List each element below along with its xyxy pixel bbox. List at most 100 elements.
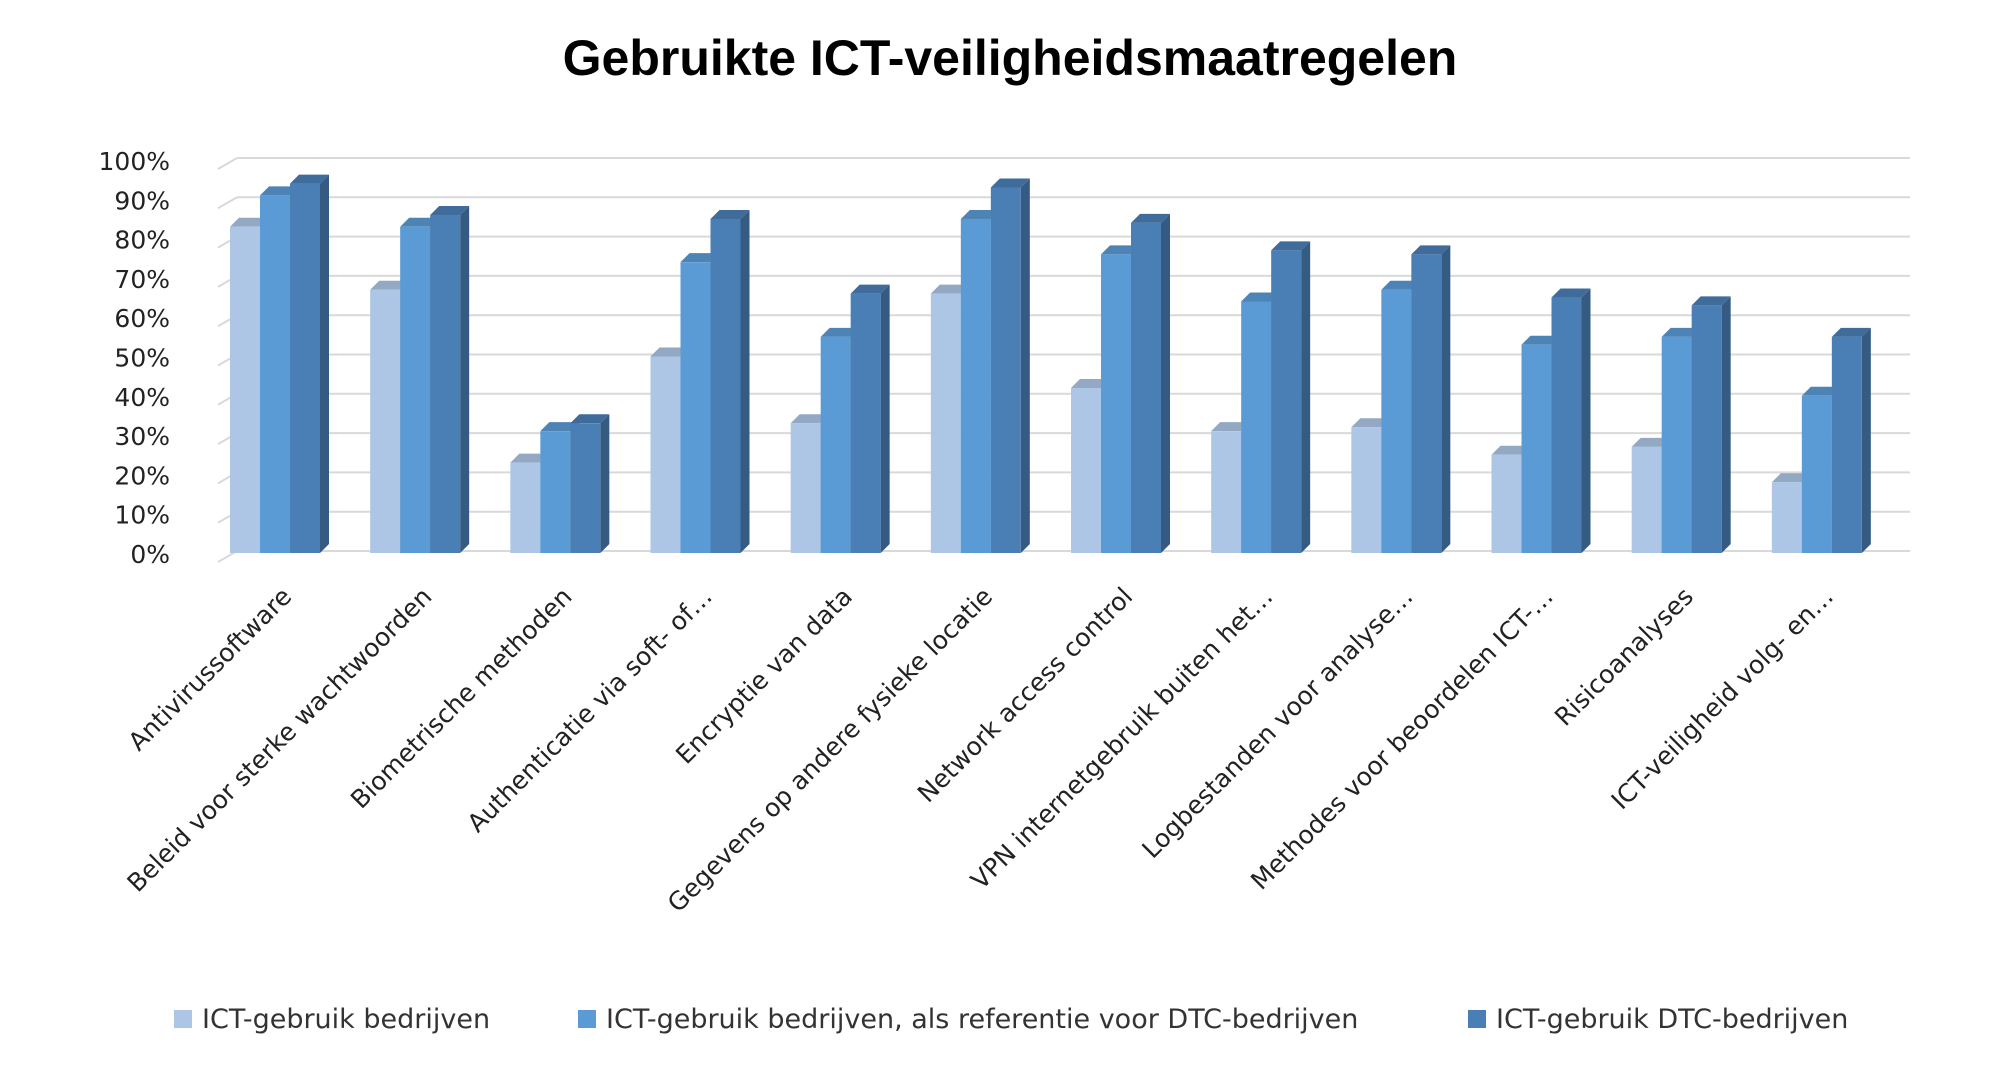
bar-front [1271,250,1302,553]
bar-top [680,253,720,263]
bar-side [1161,213,1170,553]
bar-front [230,226,260,553]
bar-front [1691,305,1722,553]
legend-label: ICT-gebruik bedrijven, als referentie vo… [606,1004,1358,1035]
bar [710,209,750,553]
bar-top [1801,386,1841,396]
bar-front [1551,297,1582,553]
bar-top [1411,245,1451,255]
bar-side [600,414,610,553]
bar-front [1491,454,1522,553]
bar-top [1631,437,1671,447]
y-tick-label: 10% [114,501,170,530]
bar-top [1661,327,1701,337]
bar-side [880,284,890,553]
bar-front [510,462,541,553]
bar-top [260,186,299,196]
bar-top [570,414,610,424]
bar-top [1071,378,1110,388]
bar-front [1211,431,1242,553]
bar-top [230,217,269,227]
bar [1691,296,1731,553]
bar-front [1831,336,1862,553]
bar-front [1071,387,1101,553]
bar-side [1020,178,1030,553]
bar [1831,327,1871,553]
bar-front [260,195,290,553]
bar [290,174,329,553]
x-tick-label: Methodes voor beoordelen ICT-… [1245,582,1559,896]
bar-top [1831,327,1871,337]
bar-front [570,423,601,553]
bar-top [370,280,410,290]
bar-top [990,178,1030,188]
bar-top [960,209,1000,219]
legend-item: ICT-gebruik bedrijven [174,1004,490,1035]
legend-swatch [174,1010,192,1028]
bar-top [1131,213,1170,223]
bar-top [1351,418,1391,428]
bar-front [820,336,851,553]
bar [1411,245,1451,553]
bar-top [1771,473,1811,483]
bar-front [290,183,320,553]
y-tick-label: 0% [130,540,170,569]
y-tick-label: 60% [114,304,170,333]
bar-top [930,284,970,294]
bars [230,174,1871,553]
y-tick-label: 30% [114,422,170,451]
bar-front [1351,427,1382,553]
chart-title: Gebruikte ICT-veiligheidsmaatregelen [563,30,1458,86]
legend-swatch [578,1010,596,1028]
bar-front [1801,395,1832,553]
bar-side [1581,288,1591,553]
bar-side [320,174,329,553]
bar [430,206,470,553]
bar-side [460,206,470,553]
y-axis-ticks: 0% 10% 20% 30% 40% 50% 60% 70% 80% 90% 100% [99,147,170,569]
x-tick-label: Biometrische methoden [345,582,578,815]
x-tick-label: Gegevens op andere fysieke locatie [662,582,998,918]
bar-top [1381,280,1421,290]
bar-front [1661,336,1692,553]
bar-side [740,209,750,553]
bar-top [710,209,750,219]
bar-front [710,218,741,553]
y-tick-label: 50% [114,344,170,373]
legend-label: ICT-gebruik bedrijven [202,1004,490,1035]
gridline-slant [217,157,238,170]
bar [570,414,610,553]
legend-swatch [1468,1010,1486,1028]
bar-side [1441,245,1451,553]
bar-top [790,414,830,424]
x-tick-label: Logbestanden voor analyse… [1136,582,1418,864]
bar-top [400,217,440,227]
bar-top [850,284,890,294]
gridline-slant [217,196,238,210]
x-tick-label: ICT-veiligheid volg- en… [1606,582,1839,815]
legend-label: ICT-gebruik DTC-bedrijven [1496,1004,1848,1035]
bar-side [1301,241,1311,553]
bar-front [1521,344,1552,553]
legend-item: ICT-gebruik bedrijven, als referentie vo… [578,1004,1358,1035]
bar-front [990,187,1021,553]
bar [850,284,890,553]
bar-top [510,453,550,463]
y-tick-label: 70% [114,265,170,294]
y-tick-label: 80% [114,226,170,255]
bar-top [1241,292,1281,302]
bar-top [1101,245,1140,255]
bar-side [1861,327,1871,553]
bar-front [540,431,571,553]
bar-front [1131,222,1161,553]
bar-front [1771,482,1802,553]
bar [1271,241,1311,553]
x-tick-label: Risicoanalyses [1549,582,1699,732]
bar-top [540,422,580,432]
bar-front [430,215,461,553]
legend: ICT-gebruik bedrijven ICT-gebruik bedrijv… [174,1004,1848,1035]
bar-top [1211,422,1251,432]
bar-front [1381,289,1412,553]
